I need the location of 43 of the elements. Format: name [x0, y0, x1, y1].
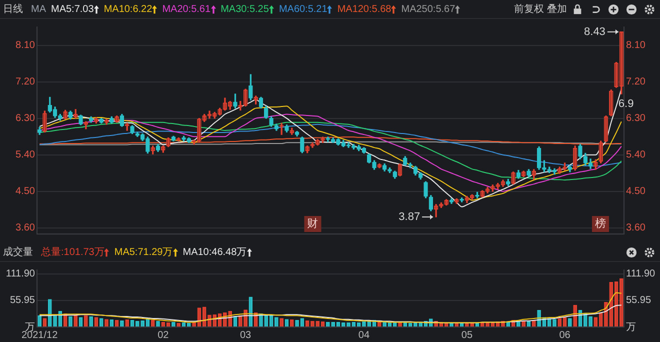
x-tick-label: 04: [358, 330, 370, 341]
legend-label: MA5:71.29万: [114, 246, 173, 259]
y2-tick-label: 55.95: [626, 295, 652, 306]
annotation: 3.87: [398, 210, 420, 223]
annotation: 财: [307, 217, 318, 230]
legend-label: MA10:46.48万: [182, 246, 247, 259]
y2-tick-label: 万: [626, 322, 636, 333]
y-tick-label: 111.90: [6, 268, 36, 280]
x-tick-label: 05: [461, 330, 473, 341]
legend-label: MA120:5.68: [337, 4, 392, 14]
y2-tick-label: 3.60: [626, 222, 646, 234]
chart-title: 成交量: [3, 246, 33, 259]
y2-tick-label: 7.20: [626, 76, 646, 88]
y2-tick-label: 6.30: [626, 113, 646, 124]
legend-label: MA30:5.25: [220, 4, 269, 14]
annotation: 6.9: [618, 98, 634, 110]
text: 叠加: [547, 2, 567, 16]
y-tick-label: 5.40: [16, 150, 36, 161]
annotation: 8.43: [584, 26, 606, 38]
legend-label: MA10:6.22: [104, 4, 152, 14]
legend-title: MA: [31, 4, 46, 14]
text: 前复权: [514, 2, 544, 16]
y-tick-label: 3.60: [16, 222, 36, 234]
legend-label: MA20:5.61: [162, 4, 211, 14]
y-tick-label: 55.95: [10, 295, 36, 306]
y2-tick-label: 5.40: [626, 150, 646, 161]
annotation: 榜: [594, 217, 606, 230]
y-tick-label: 6.30: [16, 113, 36, 124]
y2-tick-label: 8.10: [626, 40, 646, 52]
x-tick-label: 03: [240, 330, 252, 341]
y-tick-label: 7.20: [16, 76, 36, 88]
line-series: [39, 106, 622, 201]
y-tick-label: 8.10: [16, 40, 36, 52]
x-tick-label: 02: [158, 330, 170, 341]
y2-tick-label: 4.50: [626, 186, 646, 198]
chart-title: 日线: [3, 2, 23, 16]
legend-label: MA250:5.67: [401, 4, 456, 14]
y2-tick-label: 111.90: [626, 268, 656, 280]
legend-label: MA5:7.03: [51, 4, 94, 14]
legend-label: MA60:5.21: [278, 4, 328, 14]
y-tick-label: 4.50: [16, 186, 36, 198]
x-tick-label: 06: [559, 330, 571, 341]
legend-label: 总量:101.73万: [41, 246, 104, 259]
